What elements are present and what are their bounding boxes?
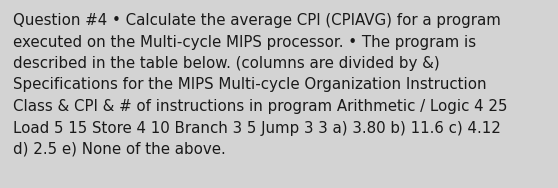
Text: described in the table below. (columns are divided by &): described in the table below. (columns a… — [13, 56, 440, 71]
Text: Specifications for the MIPS Multi-cycle Organization Instruction: Specifications for the MIPS Multi-cycle … — [13, 77, 487, 92]
Text: Question #4 • Calculate the average CPI (CPIAVG) for a program: Question #4 • Calculate the average CPI … — [13, 13, 501, 28]
Text: Class & CPI & # of instructions in program Arithmetic / Logic 4 25: Class & CPI & # of instructions in progr… — [13, 99, 507, 114]
Text: d) 2.5 e) None of the above.: d) 2.5 e) None of the above. — [13, 142, 226, 157]
Text: Load 5 15 Store 4 10 Branch 3 5 Jump 3 3 a) 3.80 b) 11.6 c) 4.12: Load 5 15 Store 4 10 Branch 3 5 Jump 3 3… — [13, 121, 501, 136]
Text: executed on the Multi-cycle MIPS processor. • The program is: executed on the Multi-cycle MIPS process… — [13, 35, 476, 49]
